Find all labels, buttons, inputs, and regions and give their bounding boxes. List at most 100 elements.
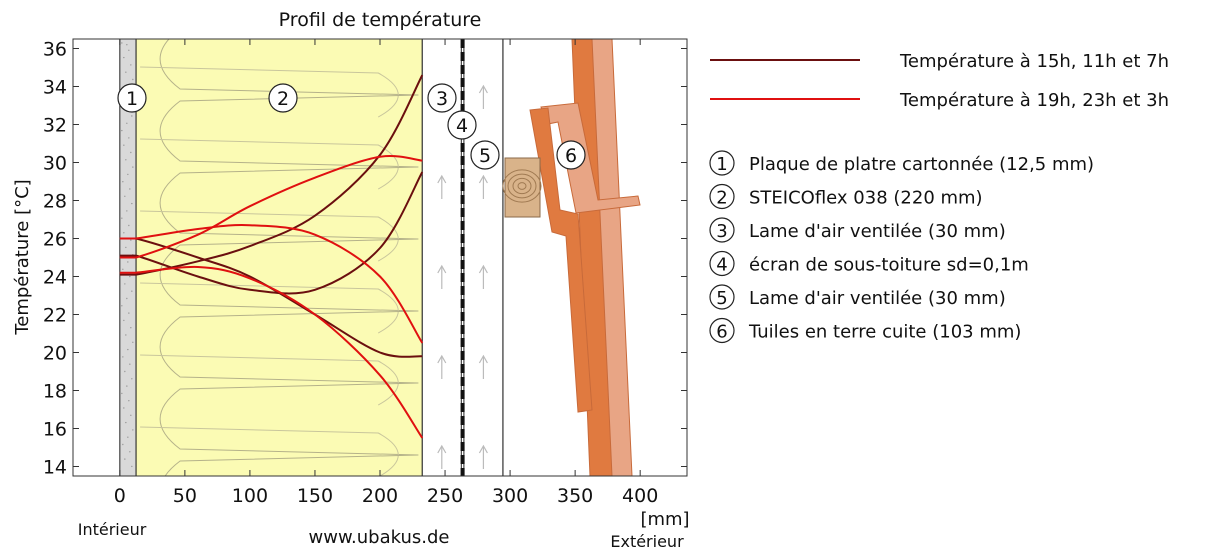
tile-hook — [540, 102, 641, 214]
layer-list-label: Lame d'air ventilée (30 mm) — [749, 288, 1006, 309]
layer-list-number: 3 — [716, 221, 727, 242]
plaster-speckle — [125, 246, 127, 249]
plaster-speckle — [123, 232, 125, 234]
y-tick-label: 16 — [43, 419, 67, 441]
plaster-speckle — [129, 275, 131, 278]
plaster-speckle — [128, 400, 130, 402]
plaster-speckle — [121, 217, 123, 219]
plaster-speckle — [130, 64, 132, 66]
layer-marker-label: 6 — [565, 145, 577, 167]
layer-list-label: Tuiles en terre cuite (103 mm) — [748, 322, 1021, 343]
x-tick-label: 250 — [427, 485, 463, 507]
airflow-arrow-head — [437, 354, 447, 364]
x-tick-label: 150 — [297, 485, 333, 507]
plaster-speckle — [124, 458, 126, 460]
layer-list-number: 1 — [716, 154, 727, 175]
layer-list-number: 2 — [716, 188, 727, 209]
x-tick-label: 400 — [622, 485, 658, 507]
plaster-speckle — [122, 268, 124, 270]
y-tick-label: 36 — [43, 39, 67, 61]
layer-list-marker-6 — [709, 317, 735, 344]
plaster-speckle — [121, 392, 123, 395]
airflow-arrow-head — [437, 264, 447, 274]
plaster-speckle — [123, 144, 125, 146]
layer-list-number: 5 — [716, 288, 727, 309]
layer-marker-1 — [117, 83, 147, 113]
layer-list: 1 Plaque de platre cartonnée (12,5 mm) 2 ST… — [709, 150, 1094, 344]
plaster-speckle — [124, 195, 126, 197]
plaster-speckle — [125, 421, 127, 424]
plaster-speckle — [132, 341, 134, 343]
x-left-caption: Intérieur — [78, 520, 147, 539]
plaster-speckle — [125, 334, 127, 336]
y-tick-label: 26 — [43, 229, 67, 251]
plaster-speckle — [127, 348, 129, 351]
y-tick-label: 22 — [43, 305, 67, 327]
layer-marker-label: 2 — [277, 88, 289, 110]
plaster-speckle — [132, 429, 134, 431]
plaster-speckle — [132, 166, 134, 168]
y-tick-label: 32 — [43, 115, 67, 137]
y-tick-label: 34 — [43, 77, 67, 99]
insulation-pattern-curve — [140, 210, 399, 262]
footer-url: www.ubakus.de — [309, 527, 450, 548]
tile-overlap — [529, 107, 593, 413]
plaster-speckle — [124, 283, 126, 285]
y-tick-label: 20 — [43, 343, 67, 365]
plaster-speckle — [122, 443, 124, 446]
temperature-line-3 — [119, 171, 424, 295]
layer-marker-3 — [427, 83, 457, 113]
layer-list-label: Plaque de platre cartonnée (12,5 mm) — [749, 154, 1094, 175]
plaster-speckle — [121, 305, 123, 307]
insulation-pattern-curve — [164, 454, 419, 476]
plaster-speckle — [131, 202, 133, 205]
batten-grain — [512, 177, 532, 195]
plaster-speckle — [131, 465, 133, 468]
insulation-pattern-curve — [159, 39, 419, 96]
plaster-speckle — [130, 151, 132, 154]
y-tick-label: 14 — [43, 457, 67, 479]
plaster-speckle — [127, 173, 129, 176]
layer-list-label: STEICOflex 038 (220 mm) — [749, 188, 983, 209]
plaster-speckle — [130, 327, 132, 329]
layer-marker-label: 4 — [456, 115, 468, 137]
plaster-speckle — [125, 71, 127, 73]
plaster-speckle — [122, 181, 124, 183]
airflow-arrow-head — [437, 174, 447, 184]
layer-list-number: 4 — [716, 255, 727, 276]
x-tick-label: 300 — [492, 485, 528, 507]
layer-marker-2 — [268, 83, 298, 113]
layer-marker-label: 1 — [126, 88, 138, 110]
layer-marker-4 — [447, 110, 477, 140]
plaster-speckle — [128, 137, 130, 139]
x-tick-label: 200 — [362, 485, 398, 507]
plaster-speckle — [126, 385, 128, 387]
plaster-speckle — [130, 414, 132, 416]
insulation-pattern-curve — [140, 66, 399, 118]
legend: Température à 15h, 11h et 7h Température … — [710, 51, 1169, 111]
chart-title: Profil de température — [279, 9, 482, 31]
layer-marker-label: 3 — [436, 88, 448, 110]
insulation-pattern-curve — [159, 94, 419, 168]
layer-marker-5 — [470, 140, 500, 170]
batten-grain — [517, 182, 527, 190]
airflow-arrow-head — [478, 444, 488, 454]
layer-list-marker-4 — [709, 250, 735, 277]
plaster-speckle — [126, 44, 128, 46]
layer-list-label: écran de sous-toiture sd=0,1m — [749, 255, 1029, 276]
plaster-speckle — [128, 312, 130, 314]
plaster-speckle — [131, 378, 133, 380]
plaster-speckle — [128, 224, 130, 227]
layer-list-marker-1 — [709, 150, 735, 176]
plaster-speckle — [127, 436, 129, 438]
temperature-line-4 — [119, 155, 423, 259]
plaster-speckle — [129, 451, 131, 453]
insulation-pattern-curve — [159, 310, 419, 384]
x-tick-label: 50 — [173, 485, 197, 507]
y-tick-label: 30 — [43, 153, 67, 175]
x-tick-label: 100 — [232, 485, 268, 507]
layer-list-label: Lame d'air ventilée (30 mm) — [749, 221, 1006, 242]
layer-list-number: 6 — [716, 322, 727, 343]
layer-marker-6 — [556, 140, 586, 170]
layer-5-fill — [463, 39, 504, 476]
